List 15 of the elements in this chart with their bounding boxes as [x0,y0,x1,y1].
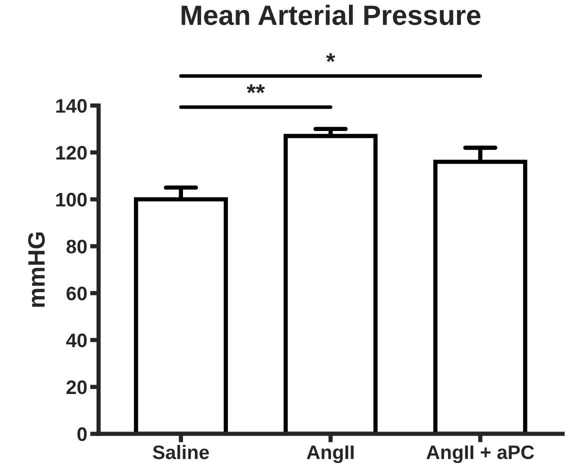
chart-title: Mean Arterial Pressure [182,4,480,26]
y-tick-label: 100 [56,192,87,207]
y-tick-label: 20 [66,380,87,394]
y-tick-label: 140 [56,98,87,113]
text: * [326,53,336,62]
text: ** [246,84,265,94]
y-axis-title: mmHG [28,232,45,307]
y-tick-label: 40 [66,333,87,348]
y-tick-label: 0 [77,427,87,442]
y-tick-label: 120 [56,146,87,160]
x-tick-label: Saline [152,444,209,460]
y-tick-label: 80 [66,240,87,254]
x-tick-label: AngII [306,446,354,464]
y-tick-label: 60 [66,286,87,300]
x-tick-label: AngII + aPC [426,445,534,464]
